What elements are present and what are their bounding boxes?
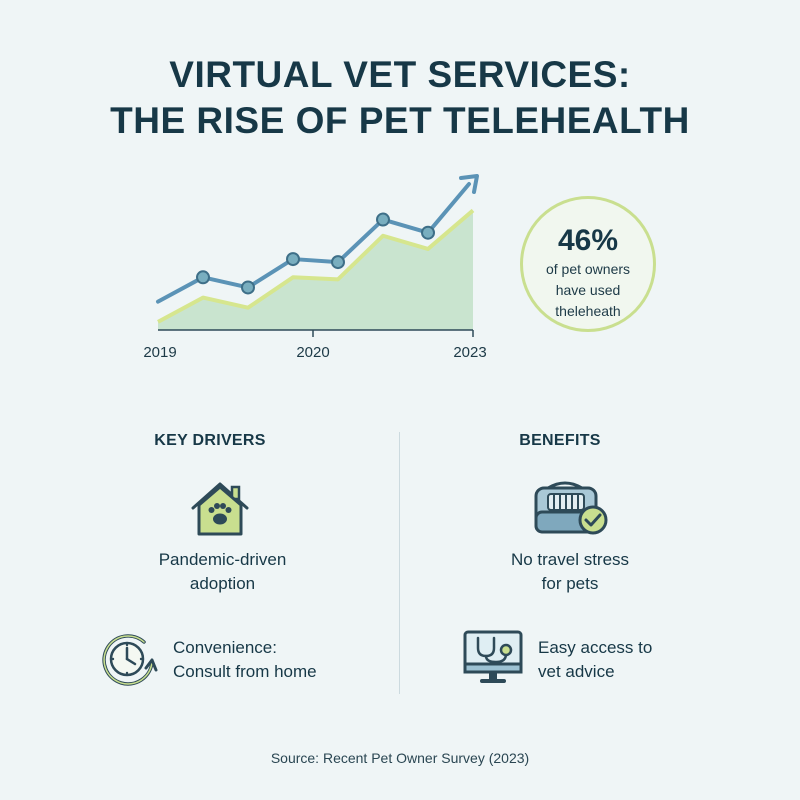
driver-item-1-line-2: adoption xyxy=(189,574,256,593)
benefit-item-1-line-1: No travel stress xyxy=(510,550,630,569)
series-point-5 xyxy=(331,255,345,270)
title-line-2: THE RISE OF PET TELEHEALTH xyxy=(110,100,690,141)
monitor-stethoscope-icon xyxy=(463,630,523,683)
driver-item-1-line-1: Pandemic-driven xyxy=(158,550,287,569)
telehealth-growth-chart: 2019 2020 2023 xyxy=(143,174,487,361)
title-line-1: VIRTUAL VET SERVICES: xyxy=(169,54,631,95)
stat-caption-line-2: have used xyxy=(555,282,621,298)
stat-value: 46% xyxy=(557,224,619,257)
column-divider xyxy=(399,432,400,694)
stat-caption-line-3: theleheath xyxy=(555,303,621,319)
benefit-item-easy-access: Easy access to vet advice xyxy=(538,636,678,684)
series-point-6 xyxy=(376,212,390,227)
stat-caption-line-1: of pet owners xyxy=(545,261,631,277)
chart-area-edge xyxy=(157,208,475,324)
series-line xyxy=(156,182,471,304)
x-tick-label-2019: 2019 xyxy=(143,344,176,361)
driver-item-2-line-2: Consult from home xyxy=(173,662,317,681)
x-tick-label-2020: 2020 xyxy=(296,344,329,361)
pet-carrier-check-icon xyxy=(534,481,608,535)
house-paw-icon xyxy=(191,482,249,536)
driver-item-convenience: Convenience: Consult from home xyxy=(173,636,348,684)
source-note: Source: Recent Pet Owner Survey (2023) xyxy=(270,750,530,766)
benefit-item-2-line-1: Easy access to xyxy=(538,638,653,657)
benefit-item-1-line-2: for pets xyxy=(541,574,599,593)
trend-arrow-head xyxy=(459,174,479,194)
series-point-2 xyxy=(196,270,210,285)
benefit-item-no-travel-stress: No travel stress for pets xyxy=(490,548,650,596)
x-tick-label-2023: 2023 xyxy=(453,344,486,361)
stat-circle: 46% of pet owners have used theleheath xyxy=(520,196,656,332)
clock-cycle-icon xyxy=(102,634,158,686)
benefits-heading: BENEFITS xyxy=(519,432,601,449)
key-drivers-heading: KEY DRIVERS xyxy=(154,432,266,449)
benefit-item-2-line-2: vet advice xyxy=(538,662,615,681)
driver-item-pandemic-adoption: Pandemic-driven adoption xyxy=(150,548,295,596)
series-point-4 xyxy=(286,252,300,267)
series-point-3 xyxy=(241,280,255,295)
page-title: VIRTUAL VET SERVICES: THE RISE OF PET TE… xyxy=(0,52,800,144)
series-point-7 xyxy=(421,225,435,240)
driver-item-2-line-1: Convenience: xyxy=(173,638,277,657)
